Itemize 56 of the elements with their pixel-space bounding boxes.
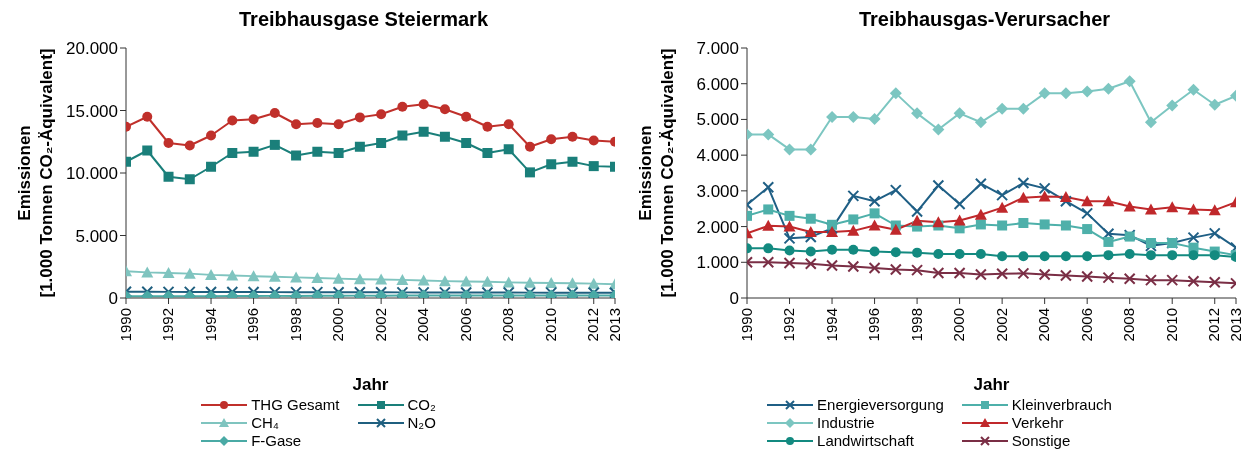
- x-tick-label: 1990: [737, 308, 755, 342]
- legend-label: THG Gesamt: [251, 396, 340, 414]
- x-tick-label: 2000: [950, 308, 968, 342]
- legend-label: Energieversorgung: [817, 396, 944, 414]
- x-tick-label: 2008: [499, 308, 517, 342]
- x-tick-label: 2012: [584, 308, 602, 342]
- x-tick-label: 2013: [605, 308, 623, 342]
- x-tick-label: 1992: [159, 308, 177, 342]
- x-tick-label: 1996: [244, 308, 262, 342]
- y-tick-label: 0: [729, 289, 739, 309]
- x-tick-label: 1996: [865, 308, 883, 342]
- chart-title: Treibhausgase Steiermark: [238, 8, 489, 32]
- x-tick-label: 2002: [371, 308, 389, 342]
- x-tick-label: 1990: [116, 308, 134, 342]
- x-tick-label: 1998: [907, 308, 925, 342]
- y-tick-label: 4.000: [696, 146, 739, 166]
- legend-label: Verkehr: [1011, 414, 1064, 432]
- chart-title: Treibhausgas-Verursacher: [857, 8, 1112, 32]
- x-tick-label: 2012: [1205, 308, 1223, 342]
- legend-label: N₂O: [407, 414, 436, 432]
- y-tick-label: 0: [108, 289, 118, 309]
- x-tick-label: 2004: [414, 308, 432, 342]
- legend-label: Sonstige: [1011, 432, 1071, 450]
- x-tick-label: 1994: [822, 308, 840, 342]
- x-tick-label: 2004: [1035, 308, 1053, 342]
- x-tick-label: 1994: [201, 308, 219, 342]
- x-axis-title: Jahr: [973, 375, 1010, 394]
- x-tick-label: 1998: [286, 308, 304, 342]
- y-tick-label: 5.000: [696, 110, 739, 130]
- y-tick-label: 5.000: [75, 226, 118, 246]
- y-tick-label: 6.000: [696, 74, 739, 94]
- x-tick-label: 2006: [1077, 308, 1095, 342]
- legend-label: Industrie: [817, 414, 875, 432]
- y-tick-label: 20.000: [66, 39, 118, 59]
- legend-label: Landwirtschaft: [817, 432, 914, 450]
- y-tick-label: 2.000: [696, 217, 739, 237]
- y-tick-label: 15.000: [66, 101, 118, 121]
- x-tick-label: 2008: [1120, 308, 1138, 342]
- y-tick-label: 10.000: [66, 164, 118, 184]
- y-tick-label: 7.000: [696, 39, 739, 59]
- y-axis-title: Emissionen [1.000 Tonnen CO₂-Äquivalent]: [636, 48, 677, 298]
- x-tick-label: 2006: [456, 308, 474, 342]
- y-tick-label: 1.000: [696, 253, 739, 273]
- y-axis-title: Emissionen [1.000 Tonnen CO₂-Äquivalent]: [15, 48, 56, 298]
- legend-label: F-Gase: [251, 432, 302, 450]
- y-tick-label: 3.000: [696, 181, 739, 201]
- x-tick-label: 2013: [1226, 308, 1244, 342]
- x-tick-label: 2010: [541, 308, 559, 342]
- x-axis-title: Jahr: [352, 375, 389, 394]
- legend-label: CO₂: [407, 396, 436, 414]
- legend-label: CH₄: [251, 414, 279, 432]
- legend-label: Kleinverbrauch: [1011, 396, 1112, 414]
- x-tick-label: 2010: [1162, 308, 1180, 342]
- x-tick-label: 2000: [329, 308, 347, 342]
- x-tick-label: 1992: [780, 308, 798, 342]
- x-tick-label: 2002: [992, 308, 1010, 342]
